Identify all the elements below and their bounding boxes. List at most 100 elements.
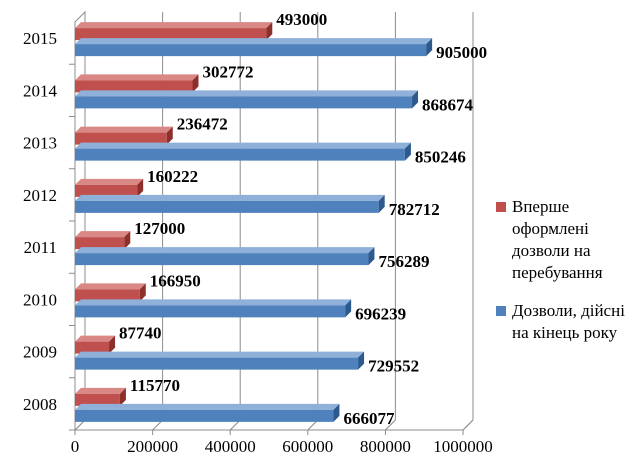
data-label-valid-end-of-year-2013: 850246 [415,148,466,167]
y-tick-label-2013: 2013 [23,134,57,153]
y-tick-label-2012: 2012 [23,186,57,205]
data-label-first-issued-2008: 115770 [130,376,180,395]
bar-first-issued-2012-end [137,178,144,197]
x-tick-label-0: 0 [71,437,80,456]
bar-valid-end-of-year-2010 [75,299,352,318]
data-label-first-issued-2015: 493000 [276,10,327,29]
data-label-first-issued-2012: 160222 [147,167,198,186]
legend-entry-first-issued: Вперше оформлені дозволи на перебування [496,196,636,284]
legend-label-valid-end-of-year: Дозволи, дійсні на кінець року [512,301,625,342]
data-label-valid-end-of-year-2011: 756289 [378,252,429,271]
bar-valid-end-of-year-2010-top [75,299,352,306]
bar-valid-end-of-year-2015-top [75,38,433,45]
bar-first-issued-2012-front [75,184,138,197]
bar-valid-end-of-year-2014-top [75,90,419,97]
bar-first-issued-2014-end [192,74,199,93]
bar-first-issued-2014 [75,74,199,93]
bar-first-issued-2010-top [75,283,146,290]
bar-valid-end-of-year-2009-top [75,351,365,358]
bar-valid-end-of-year-2008-top [75,403,340,410]
x-tick-labels: 0 200000 400000 600000 800000 1000000 [71,437,493,456]
bar-first-issued-2013-top [75,126,173,133]
bar-valid-end-of-year-2013-top [75,142,411,149]
bar-first-issued-2008 [75,387,126,406]
data-label-valid-end-of-year-2014: 868674 [422,95,474,114]
bar-valid-end-of-year-2012 [75,194,385,213]
bar-valid-end-of-year-2015 [75,38,433,57]
x-gridline-floor [385,419,396,431]
bar-valid-end-of-year-2008 [75,403,340,422]
data-label-valid-end-of-year-2009: 729552 [368,357,419,376]
bar-valid-end-of-year-2008-end [333,403,340,422]
bar-first-issued-2014-top [75,74,199,81]
bar-first-issued-2013 [75,126,173,145]
bar-valid-end-of-year-2013-front [75,148,405,161]
bar-first-issued-2008-front [75,393,120,406]
bar-first-issued-2009-front [75,341,110,354]
bar-first-issued-2008-end [119,387,126,406]
x-tick-label-200000: 200000 [127,437,178,456]
bar-first-issued-2009-top [75,335,116,342]
bar-first-issued-2013-front [75,132,167,145]
bar-first-issued-2011-front [75,237,125,250]
bar-first-issued-2010-end [139,283,146,302]
bar-first-issued-2015 [75,22,273,41]
bar-first-issued-2014-front [75,80,193,93]
bar-valid-end-of-year-2014 [75,90,419,109]
bar-first-issued-2008-top [75,387,126,394]
y-tick-label-2011: 2011 [24,238,57,257]
bar-first-issued-2010-front [75,289,140,302]
bar-valid-end-of-year-2012-end [378,194,385,213]
bar-first-issued-2015-top [75,22,273,29]
data-label-valid-end-of-year-2010: 696239 [355,304,406,323]
bar-valid-end-of-year-2013-end [404,142,411,161]
bar-valid-end-of-year-2015-end [426,38,433,57]
legend-label-first-issued: Вперше оформлені дозволи на перебування [512,197,603,282]
bar-first-issued-2010 [75,283,146,302]
bar-valid-end-of-year-2014-end [412,90,419,109]
y-tick-labels: 2008 2009 2010 2011 2012 2013 2014 2015 [23,29,58,414]
bar-valid-end-of-year-2010-front [75,305,346,318]
bars [75,22,433,422]
bar-valid-end-of-year-2009 [75,351,365,370]
bar-valid-end-of-year-2011-end [368,247,375,266]
x-tick-label-600000: 600000 [282,437,333,456]
bar-valid-end-of-year-2011 [75,247,375,266]
bar-first-issued-2013-end [166,126,173,145]
bar-valid-end-of-year-2013 [75,142,411,161]
bar-first-issued-2011 [75,231,131,250]
bar-first-issued-2009 [75,335,116,354]
bar-valid-end-of-year-2012-top [75,194,385,201]
legend: Вперше оформлені дозволи на перебування … [496,196,636,360]
legend-entry-valid-end-of-year: Дозволи, дійсні на кінець року [496,300,636,344]
bar-first-issued-2009-end [109,335,116,354]
bar-valid-end-of-year-2008-front [75,409,334,422]
bar-valid-end-of-year-2009-end [358,351,365,370]
data-label-first-issued-2014: 302772 [202,62,253,81]
bar-valid-end-of-year-2011-top [75,247,375,254]
bar-valid-end-of-year-2010-end [345,299,352,318]
bar-valid-end-of-year-2012-front [75,200,379,213]
bar-valid-end-of-year-2009-front [75,357,359,370]
y-tick-label-2008: 2008 [23,395,57,414]
data-labels: 115770 666077 87740 729552 166950 696239 12700… [119,10,487,428]
data-label-first-issued-2013: 236472 [177,115,228,134]
bar-first-issued-2015-end [266,22,273,41]
data-label-valid-end-of-year-2015: 905000 [436,43,487,62]
bar-valid-end-of-year-2011-front [75,253,369,266]
legend-swatch-valid-end-of-year [496,306,506,316]
x-tick-label-800000: 800000 [360,437,411,456]
y-tick-label-2015: 2015 [23,29,57,48]
data-label-valid-end-of-year-2008: 666077 [343,409,395,428]
y-tick-label-2010: 2010 [23,290,57,309]
data-label-first-issued-2010: 166950 [150,271,201,290]
y-tick-label-2014: 2014 [23,81,58,100]
bar-valid-end-of-year-2014-front [75,96,413,109]
bar-first-issued-2011-top [75,231,131,238]
axes [69,10,474,435]
data-label-first-issued-2011: 127000 [134,219,185,238]
bar-first-issued-2011-end [124,231,131,250]
legend-swatch-first-issued [496,202,506,212]
bar-first-issued-2015-front [75,28,267,41]
